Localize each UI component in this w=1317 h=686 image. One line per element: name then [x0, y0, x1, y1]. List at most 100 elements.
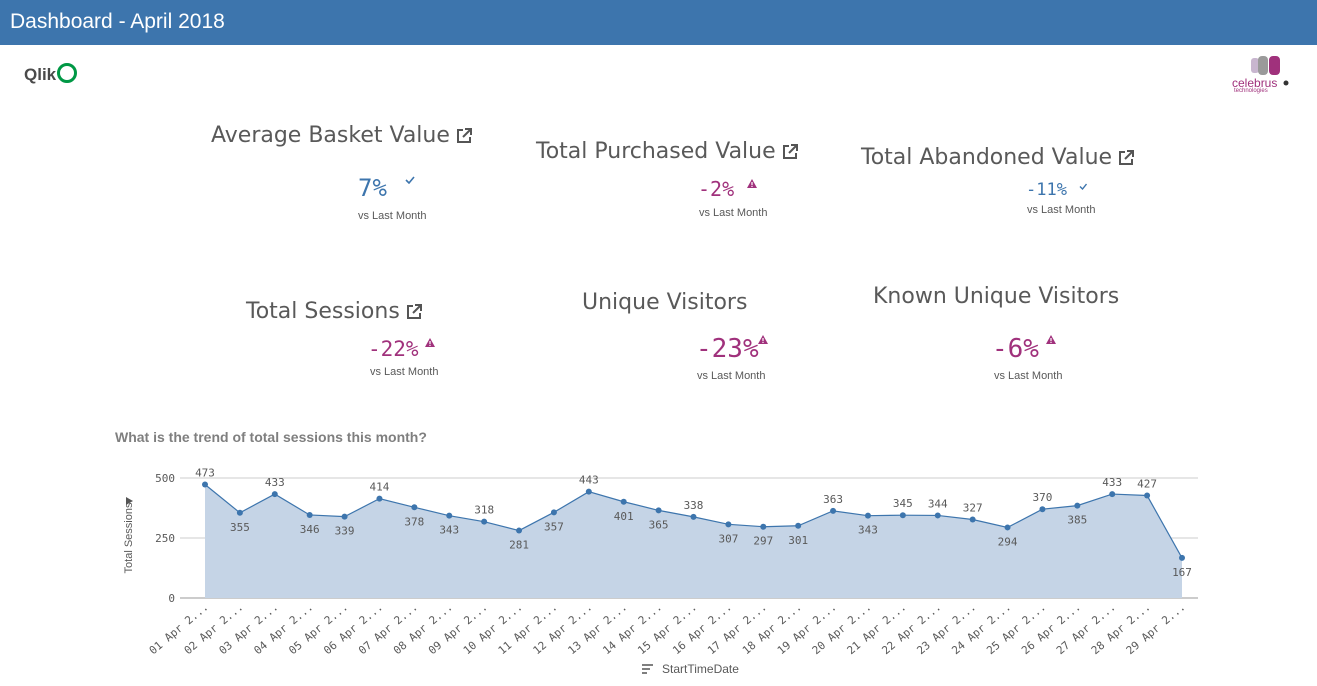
- data-point[interactable]: [1074, 502, 1081, 509]
- kpi-value: -11%: [1026, 180, 1067, 200]
- kpi-title: Unique Visitors: [582, 290, 748, 315]
- data-point[interactable]: [376, 495, 383, 502]
- series-area: [205, 484, 1182, 598]
- data-label: 427: [1137, 478, 1157, 491]
- kpi-subtitle: vs Last Month: [994, 370, 1063, 382]
- kpi-subtitle: vs Last Month: [358, 210, 427, 222]
- checkmark-icon: [1079, 177, 1088, 195]
- data-label: 355: [230, 521, 250, 534]
- y-tick-label: 500: [155, 472, 175, 485]
- kpi-total-abandoned-value[interactable]: Total Abandoned Value -11% vs Last Month: [861, 145, 1135, 235]
- data-label: 401: [614, 510, 634, 523]
- data-label: 301: [788, 534, 808, 547]
- warning-icon: [758, 331, 768, 349]
- chart-title: What is the trend of total sessions this…: [115, 429, 427, 445]
- external-link-icon[interactable]: [406, 301, 422, 326]
- expand-arrow-icon[interactable]: [126, 497, 133, 505]
- data-point[interactable]: [830, 507, 837, 514]
- data-label: 343: [858, 524, 878, 537]
- data-point[interactable]: [341, 513, 348, 520]
- data-point[interactable]: [202, 481, 208, 488]
- kpi-unique-visitors[interactable]: Unique Visitors -23% vs Last Month: [582, 290, 782, 390]
- kpi-subtitle: vs Last Month: [699, 207, 768, 219]
- data-label: 344: [928, 497, 948, 510]
- checkmark-icon: [405, 171, 415, 189]
- kpi-title: Total Sessions: [246, 299, 422, 326]
- dashboard-title: Dashboard - April 2018: [10, 10, 225, 33]
- data-label: 385: [1067, 514, 1087, 527]
- kpi-total-sessions[interactable]: Total Sessions -22% vs Last Month: [246, 299, 446, 389]
- data-point[interactable]: [620, 498, 627, 505]
- kpi-subtitle: vs Last Month: [697, 370, 766, 382]
- kpi-average-basket-value[interactable]: Average Basket Value 7% vs Last Month: [211, 123, 472, 233]
- data-point[interactable]: [725, 521, 732, 528]
- data-label: 370: [1032, 491, 1052, 504]
- data-point[interactable]: [655, 507, 662, 514]
- external-link-icon[interactable]: [782, 141, 798, 166]
- data-label: 307: [718, 532, 738, 545]
- kpi-value: -22%: [368, 337, 419, 361]
- data-point[interactable]: [271, 491, 278, 498]
- kpi-known-unique-visitors[interactable]: Known Unique Visitors -6% vs Last Month: [873, 284, 1119, 384]
- data-point[interactable]: [1109, 491, 1116, 498]
- external-link-icon[interactable]: [456, 125, 472, 150]
- data-point[interactable]: [585, 488, 592, 495]
- kpi-title: Average Basket Value: [211, 123, 472, 150]
- warning-icon: [747, 175, 757, 193]
- kpi-title: Total Purchased Value: [536, 139, 798, 166]
- x-axis-dimension-label[interactable]: StartTimeDate: [662, 662, 739, 676]
- y-axis-title: Total Sessions: [123, 502, 135, 573]
- data-point[interactable]: [1039, 506, 1046, 513]
- data-label: 346: [300, 523, 320, 536]
- data-label: 433: [1102, 476, 1122, 489]
- data-label: 363: [823, 493, 843, 506]
- data-point[interactable]: [1004, 524, 1011, 531]
- kpi-title: Total Abandoned Value: [861, 145, 1135, 172]
- data-point[interactable]: [550, 509, 557, 516]
- kpi-subtitle: vs Last Month: [1027, 204, 1096, 216]
- data-point[interactable]: [760, 523, 767, 530]
- sort-icon[interactable]: [641, 664, 655, 674]
- kpi-subtitle: vs Last Month: [370, 366, 439, 378]
- data-point[interactable]: [795, 522, 802, 529]
- data-label: 167: [1172, 566, 1192, 579]
- celebrus-logo: celebrus technologies: [1228, 56, 1298, 98]
- kpi-total-purchased-value[interactable]: Total Purchased Value -2% vs Last Month: [536, 139, 798, 239]
- data-point[interactable]: [899, 512, 906, 519]
- warning-icon: [425, 334, 435, 352]
- data-label: 414: [370, 481, 390, 494]
- kpi-value: 7%: [358, 174, 387, 202]
- data-point[interactable]: [481, 518, 488, 525]
- title-bar: Dashboard - April 2018: [0, 0, 1317, 45]
- data-point[interactable]: [969, 516, 976, 523]
- data-point[interactable]: [236, 509, 243, 516]
- data-label: 345: [893, 497, 913, 510]
- kpi-value: -2%: [698, 177, 735, 201]
- data-point[interactable]: [446, 512, 453, 519]
- data-label: 343: [439, 524, 459, 537]
- data-point[interactable]: [306, 511, 313, 518]
- data-label: 281: [509, 539, 529, 552]
- data-point[interactable]: [690, 513, 697, 520]
- data-label: 297: [753, 535, 773, 548]
- data-label: 327: [963, 502, 983, 515]
- kpi-title: Known Unique Visitors: [873, 284, 1120, 309]
- data-point[interactable]: [934, 512, 941, 519]
- data-point[interactable]: [1179, 554, 1185, 561]
- data-point[interactable]: [1144, 492, 1151, 499]
- data-label: 339: [335, 525, 355, 538]
- data-label: 443: [579, 474, 599, 487]
- qlik-logo: Qlik: [24, 63, 78, 85]
- kpi-value: -6%: [992, 334, 1039, 364]
- data-point[interactable]: [411, 504, 418, 511]
- celebrus-logo-icon: [1251, 56, 1289, 86]
- data-point[interactable]: [516, 527, 523, 534]
- data-label: 473: [195, 466, 215, 479]
- data-label: 378: [404, 515, 424, 528]
- external-link-icon[interactable]: [1118, 147, 1135, 172]
- data-label: 365: [649, 518, 669, 531]
- x-tick-label: 01 Apr 2...: [147, 600, 211, 657]
- data-point[interactable]: [864, 512, 871, 519]
- data-label: 294: [998, 535, 1018, 548]
